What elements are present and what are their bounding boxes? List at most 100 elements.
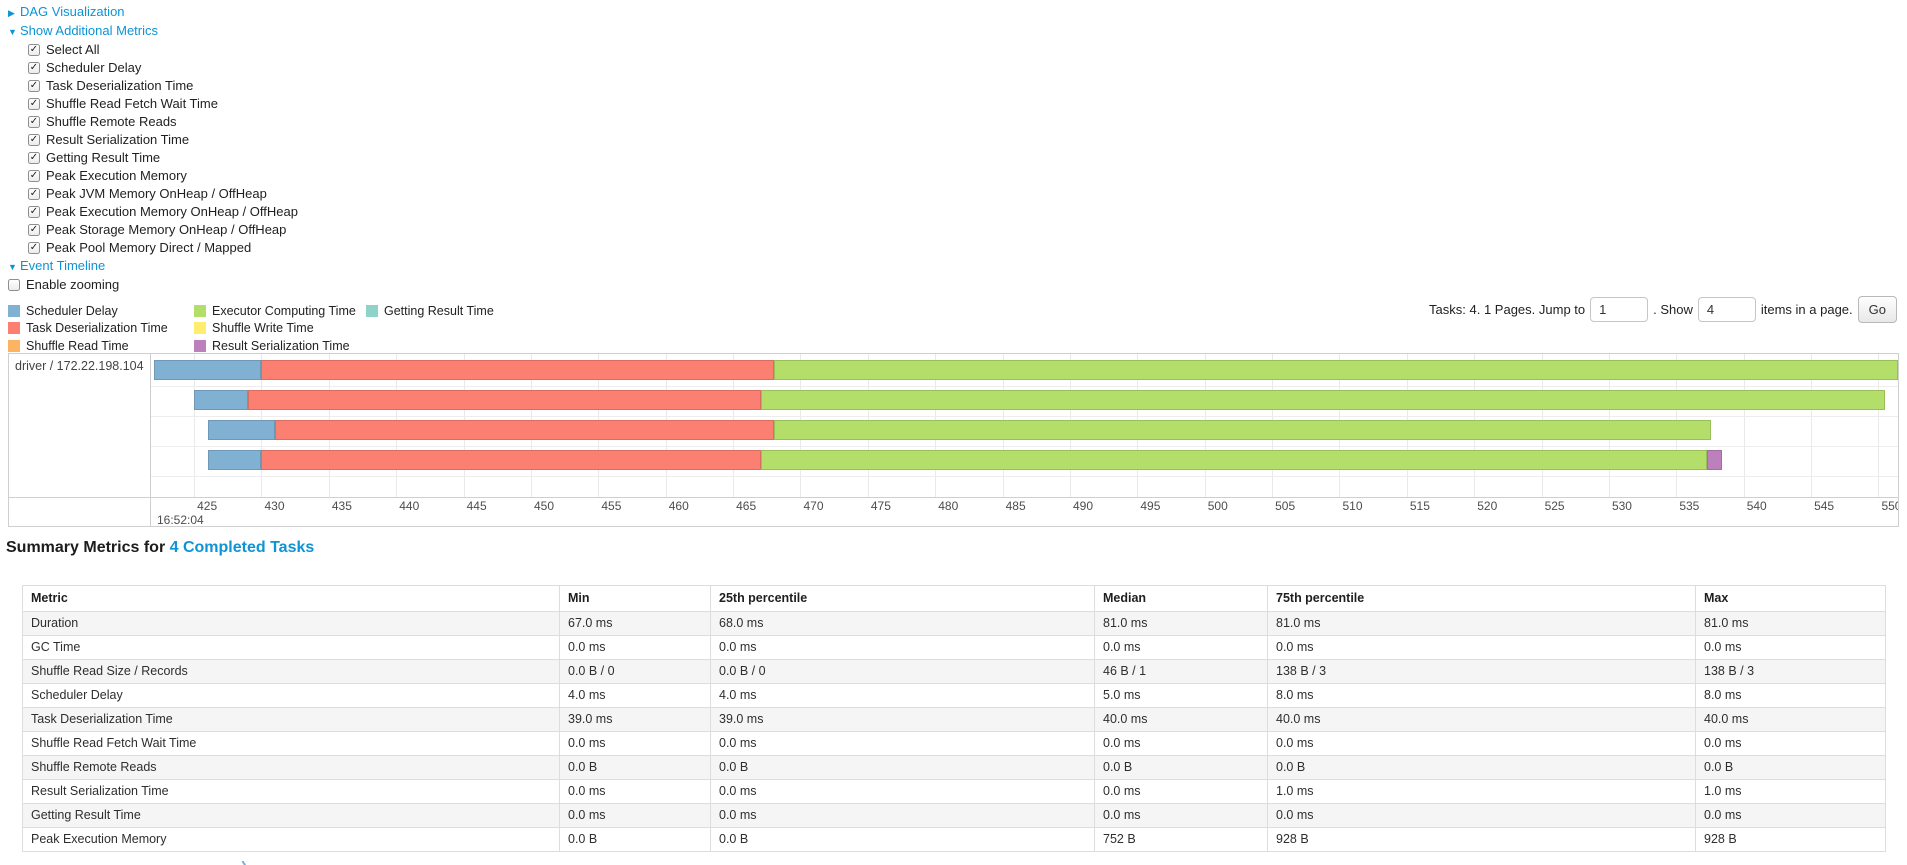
task-bar-segment[interactable] bbox=[773, 420, 1712, 440]
checkbox-icon[interactable]: ✓ bbox=[28, 44, 40, 56]
table-cell: 68.0 ms bbox=[710, 611, 1095, 636]
metric-checkbox-row[interactable]: ✓ Result Serialization Time bbox=[28, 131, 298, 149]
jump-to-page-input[interactable] bbox=[1590, 297, 1649, 322]
task-bar-segment[interactable] bbox=[261, 360, 774, 380]
timeline-plot-area[interactable] bbox=[151, 354, 1898, 497]
pagination-prefix-text: Tasks: 4. 1 Pages. Jump to bbox=[1429, 302, 1586, 317]
timeline-row-separator bbox=[151, 386, 1898, 387]
legend-item: Executor Computing Time bbox=[194, 302, 366, 320]
metric-checkbox-row[interactable]: ✓ Peak Execution Memory OnHeap / OffHeap bbox=[28, 203, 298, 221]
metric-checkbox-row[interactable]: ✓ Select All bbox=[28, 41, 298, 59]
metric-checkbox-row[interactable]: ✓ Peak Execution Memory bbox=[28, 167, 298, 185]
legend-item: Getting Result Time bbox=[366, 302, 494, 320]
task-bar-segment[interactable] bbox=[207, 420, 275, 440]
table-cell: Shuffle Remote Reads bbox=[22, 755, 560, 780]
checkbox-label: Peak Execution Memory OnHeap / OffHeap bbox=[46, 204, 298, 219]
axis-tick-label: 500 bbox=[1207, 499, 1228, 513]
legend-item: Shuffle Read Time bbox=[8, 337, 194, 355]
task-bar-segment[interactable] bbox=[761, 450, 1708, 470]
checkbox-label: Shuffle Read Fetch Wait Time bbox=[46, 96, 218, 111]
dag-visualization-toggle[interactable]: ▶ DAG Visualization bbox=[8, 3, 298, 22]
table-row: Shuffle Remote Reads 0.0 B 0.0 B 0.0 B 0.0 B… bbox=[22, 755, 1886, 780]
checkbox-label: Peak Execution Memory bbox=[46, 168, 187, 183]
task-bar-segment[interactable] bbox=[194, 390, 248, 410]
axis-tick-label: 510 bbox=[1342, 499, 1363, 513]
axis-tick-label: 525 bbox=[1544, 499, 1565, 513]
metric-checkbox-row[interactable]: ✓ Task Deserialization Time bbox=[28, 77, 298, 95]
table-cell: 81.0 ms bbox=[1094, 611, 1268, 636]
task-bar-segment[interactable] bbox=[207, 450, 262, 470]
table-row: Scheduler Delay 4.0 ms 4.0 ms 5.0 ms 8.0 ms 8… bbox=[22, 683, 1886, 708]
timeline-row-separator bbox=[151, 446, 1898, 447]
enable-zooming-row[interactable]: Enable zooming bbox=[8, 276, 298, 294]
legend-item: Scheduler Delay bbox=[8, 302, 194, 320]
legend-label: Result Serialization Time bbox=[212, 338, 350, 353]
metric-checkbox-row[interactable]: ✓ Peak Pool Memory Direct / Mapped bbox=[28, 239, 298, 257]
axis-tick-label: 445 bbox=[466, 499, 487, 513]
table-cell: 0.0 ms bbox=[1094, 731, 1268, 756]
metric-checkbox-row[interactable]: ✓ Getting Result Time bbox=[28, 149, 298, 167]
enable-zooming-checkbox[interactable] bbox=[8, 279, 20, 291]
summary-table-header-row: Metric Min 25th percentile Median 75th perce… bbox=[22, 585, 1886, 612]
task-bar-segment[interactable] bbox=[248, 390, 762, 410]
table-cell: 8.0 ms bbox=[1695, 683, 1886, 708]
completed-tasks-link[interactable]: 4 Completed Tasks bbox=[169, 539, 315, 556]
axis-tick-label: 440 bbox=[399, 499, 420, 513]
show-additional-metrics-toggle[interactable]: ▼ Show Additional Metrics bbox=[8, 22, 298, 41]
table-row: Getting Result Time 0.0 ms 0.0 ms 0.0 ms 0.0… bbox=[22, 803, 1886, 828]
items-per-page-input[interactable] bbox=[1697, 297, 1756, 322]
checkbox-icon[interactable]: ✓ bbox=[28, 80, 40, 92]
checkbox-icon[interactable]: ✓ bbox=[28, 188, 40, 200]
timeline-group-column: driver / 172.22.198.104 bbox=[9, 354, 151, 526]
axis-tick-label: 540 bbox=[1746, 499, 1767, 513]
pagination-mid-text: . Show bbox=[1653, 302, 1693, 317]
table-row: Task Deserialization Time 39.0 ms 39.0 ms 4… bbox=[22, 707, 1886, 732]
axis-tick-label: 425 bbox=[197, 499, 218, 513]
checkbox-icon[interactable]: ✓ bbox=[28, 134, 40, 146]
checkbox-icon[interactable]: ✓ bbox=[28, 98, 40, 110]
checkbox-label: Scheduler Delay bbox=[46, 60, 142, 75]
checkbox-icon[interactable]: ✓ bbox=[28, 62, 40, 74]
table-cell: Shuffle Read Size / Records bbox=[22, 659, 560, 684]
legend-label: Shuffle Write Time bbox=[212, 321, 314, 336]
checkbox-icon[interactable]: ✓ bbox=[28, 116, 40, 128]
table-column-header: Median bbox=[1094, 585, 1268, 612]
table-cell: 0.0 B bbox=[710, 755, 1095, 780]
metric-checkbox-row[interactable]: ✓ Shuffle Read Fetch Wait Time bbox=[28, 95, 298, 113]
table-cell: 40.0 ms bbox=[1695, 707, 1886, 732]
checkbox-icon[interactable]: ✓ bbox=[28, 206, 40, 218]
task-bar-segment[interactable] bbox=[274, 420, 774, 440]
task-bar-segment[interactable] bbox=[261, 450, 762, 470]
axis-tick-label: 490 bbox=[1072, 499, 1093, 513]
timeline-gridline bbox=[1878, 354, 1880, 497]
table-cell: 4.0 ms bbox=[559, 683, 711, 708]
task-bar-segment[interactable] bbox=[761, 390, 1886, 410]
table-cell: 67.0 ms bbox=[559, 611, 711, 636]
metric-checkbox-row[interactable]: ✓ Peak JVM Memory OnHeap / OffHeap bbox=[28, 185, 298, 203]
table-cell: 0.0 ms bbox=[1094, 779, 1268, 804]
task-bar-segment[interactable] bbox=[1707, 450, 1723, 470]
axis-major-time-label: 16:52:04 bbox=[157, 513, 204, 527]
timeline-gridline bbox=[194, 354, 196, 497]
metric-checkbox-row[interactable]: ✓ Shuffle Remote Reads bbox=[28, 113, 298, 131]
go-button[interactable]: Go bbox=[1857, 296, 1897, 323]
task-bar-segment[interactable] bbox=[773, 360, 1898, 380]
table-cell: 0.0 B bbox=[1094, 755, 1268, 780]
event-timeline-toggle[interactable]: ▼ Event Timeline bbox=[8, 257, 298, 276]
legend-swatch-icon bbox=[8, 304, 20, 317]
checkbox-icon[interactable]: ✓ bbox=[28, 242, 40, 254]
axis-tick-label: 435 bbox=[331, 499, 352, 513]
axis-tick-label: 475 bbox=[870, 499, 891, 513]
enable-zooming-label: Enable zooming bbox=[26, 277, 120, 292]
task-bar-segment[interactable] bbox=[153, 360, 262, 380]
timeline-gridline bbox=[1743, 354, 1745, 497]
stage-controls: ▶ DAG Visualization ▼ Show Additional Metr… bbox=[8, 3, 298, 294]
table-cell: 928 B bbox=[1695, 827, 1886, 852]
metric-checkbox-row[interactable]: ✓ Peak Storage Memory OnHeap / OffHeap bbox=[28, 221, 298, 239]
checkbox-icon[interactable]: ✓ bbox=[28, 152, 40, 164]
checkbox-label: Shuffle Remote Reads bbox=[46, 114, 177, 129]
checkbox-icon[interactable]: ✓ bbox=[28, 224, 40, 236]
checkbox-icon[interactable]: ✓ bbox=[28, 170, 40, 182]
metric-checkbox-row[interactable]: ✓ Scheduler Delay bbox=[28, 59, 298, 77]
